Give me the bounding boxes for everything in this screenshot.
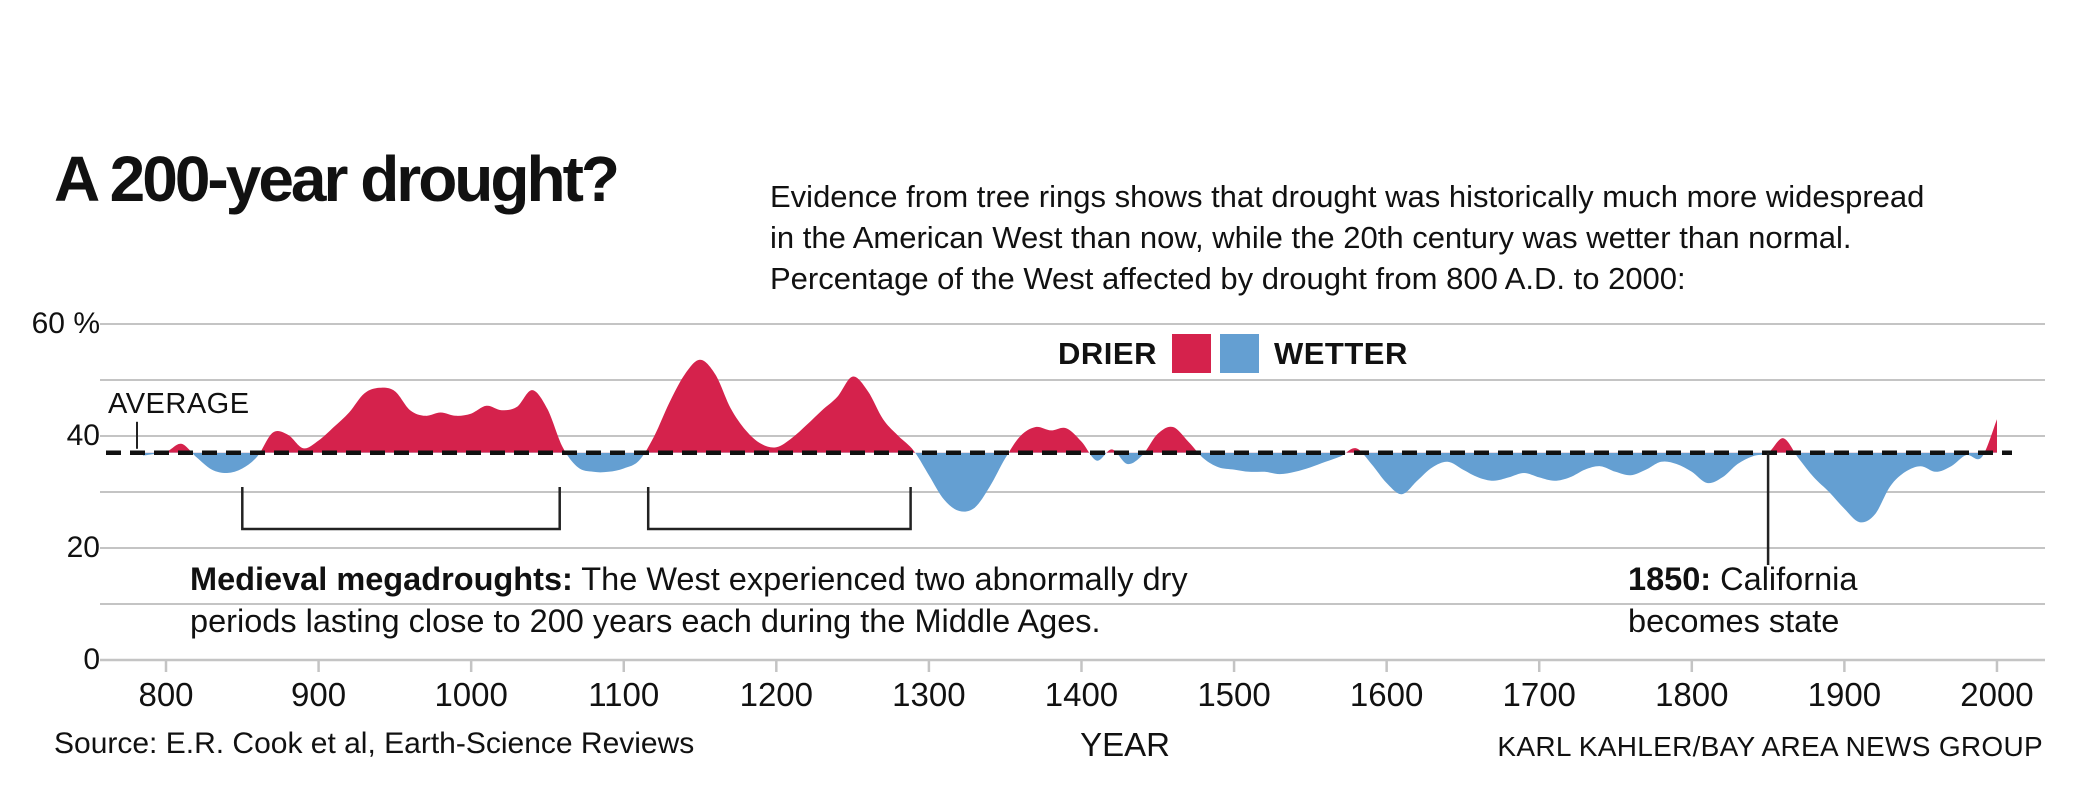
x-axis-label-1000: 1000 [434,676,508,713]
megadrought-annotation-line-2: periods lasting close to 200 years each … [190,603,1101,639]
x-axis-label-1200: 1200 [739,676,814,713]
statehood-annotation-lead: 1850: [1628,561,1712,597]
x-axis-label-1800: 1800 [1655,676,1729,713]
megadrought-bracket-2 [646,487,912,531]
x-axis-label-1500: 1500 [1197,676,1271,713]
legend-wetter-label: WETTER [1273,335,1408,371]
megadrought-annotation-line-1: Medieval megadroughts: The West experien… [190,558,1188,600]
statehood-annotation-text: California [1711,561,1858,597]
y-axis-label-20: 20 [66,531,100,564]
statehood-annotation-line-2: becomes state [1628,603,1840,639]
megadrought-annotation-lead: Medieval megadroughts: [190,561,573,597]
description-line-3: Percentage of the West affected by droug… [770,261,1686,296]
drier-area [161,359,1997,453]
x-axis-label-1100: 1100 [588,676,660,713]
x-axis-label-2000: 2000 [1960,676,2034,713]
x-axis-title: YEAR [1080,726,1170,763]
legend: DRIER WETTER [1058,334,1408,373]
wetter-color-swatch [1219,334,1259,373]
description-line-1: Evidence from tree rings shows that drou… [770,179,1925,214]
chart-description: Evidence from tree rings shows that drou… [770,176,1924,299]
page-title: A 200-year drought? [54,143,620,215]
x-axis-label-1600: 1600 [1349,676,1424,713]
y-axis-label-40: 40 [66,419,100,452]
statehood-annotation: 1850: California becomes state [1628,558,1857,642]
x-axis-label-1700: 1700 [1502,676,1576,713]
x-axis-label-1300: 1300 [892,676,966,713]
x-axis-label-900: 900 [291,676,347,713]
legend-drier-label: DRIER [1058,335,1157,371]
y-axis-label-0: 0 [83,643,100,676]
megadrought-bracket-1 [241,487,561,531]
y-axis-label-60: 60 % [31,307,100,340]
byline-credit: KARL KAHLER/BAY AREA NEWS GROUP [1497,731,2043,762]
drier-color-swatch [1171,334,1211,373]
x-axis-label-1400: 1400 [1044,676,1119,713]
x-axis-label-1900: 1900 [1807,676,1882,713]
megadrought-annotation: Medieval megadroughts: The West experien… [190,558,1188,642]
megadrought-annotation-text: The West experienced two abnormally dry [572,561,1188,597]
x-axis-label-800: 800 [138,676,194,713]
description-line-2: in the American West than now, while the… [770,220,1852,255]
wetter-area [143,452,1997,523]
statehood-annotation-line-1: 1850: California [1628,558,1857,600]
source-credit: Source: E.R. Cook et al, Earth-Science R… [54,727,695,760]
average-label: AVERAGE [108,388,250,420]
